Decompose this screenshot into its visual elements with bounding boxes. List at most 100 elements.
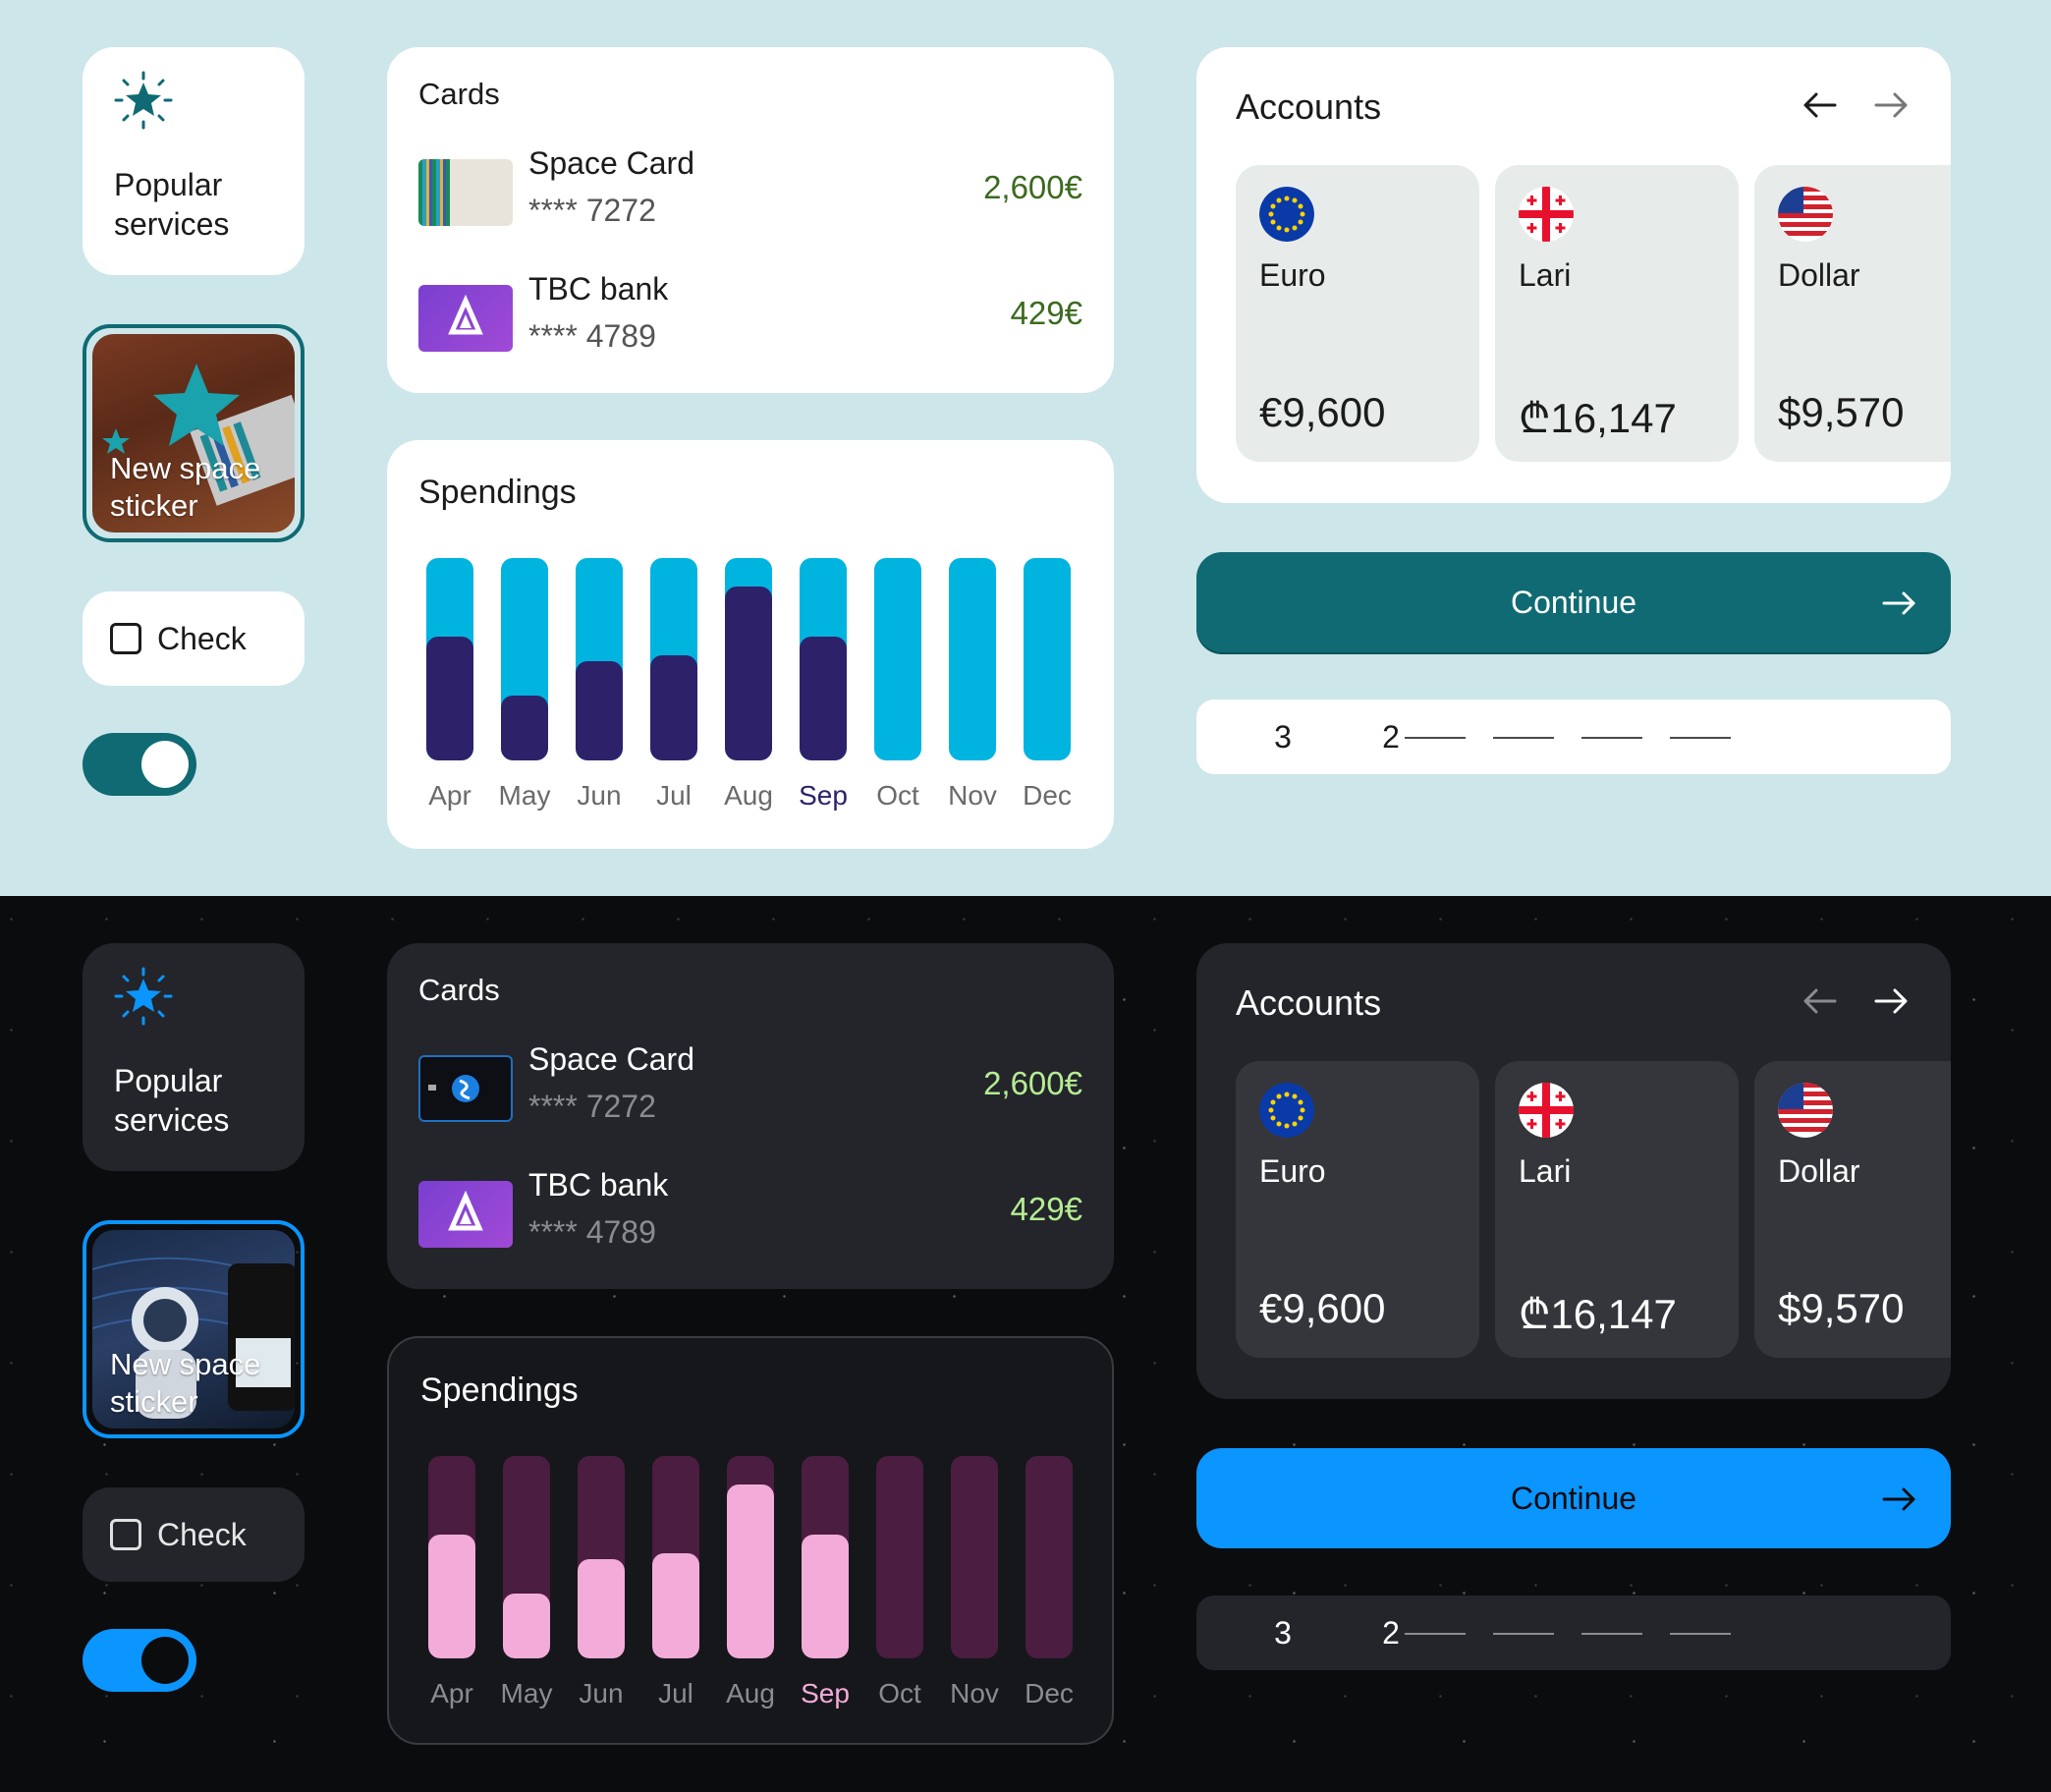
bar-sep[interactable] bbox=[802, 1456, 849, 1658]
arrow-right-icon[interactable] bbox=[1870, 980, 1912, 1022]
bar-dec[interactable] bbox=[1024, 558, 1071, 760]
toggle-switch[interactable] bbox=[83, 1629, 196, 1692]
arrow-left-icon[interactable] bbox=[1800, 84, 1841, 126]
checkbox[interactable] bbox=[110, 1519, 141, 1550]
pager-dash[interactable] bbox=[1670, 737, 1731, 739]
month-label[interactable]: Aug bbox=[724, 780, 773, 811]
star-burst-icon bbox=[114, 71, 173, 130]
bar-fill-aug bbox=[725, 587, 772, 760]
popular-services-label: Popular services bbox=[114, 167, 230, 242]
account-currency: Dollar bbox=[1778, 1153, 1860, 1189]
card-amount: 2,600€ bbox=[983, 169, 1082, 205]
card-row[interactable]: Space Card **** 7272 2,600€ bbox=[418, 1041, 1082, 1140]
account-tile-lari[interactable]: Lari ₾16,147 bbox=[1495, 165, 1739, 462]
bar-jul[interactable] bbox=[650, 558, 697, 760]
bar-fill-sep bbox=[800, 637, 847, 760]
month-label[interactable]: Jul bbox=[656, 780, 692, 811]
card-number: **** 7272 bbox=[528, 1089, 656, 1124]
account-balance: $9,570 bbox=[1778, 1285, 1905, 1331]
bar-dec[interactable] bbox=[1026, 1456, 1073, 1658]
pager-number[interactable]: 3 bbox=[1274, 719, 1292, 755]
toggle-switch[interactable] bbox=[83, 733, 196, 796]
us-flag-icon bbox=[1778, 187, 1833, 242]
arrow-left-icon[interactable] bbox=[1800, 980, 1841, 1022]
tbc-card-thumbnail bbox=[418, 285, 513, 352]
accounts-nav bbox=[1800, 980, 1912, 1022]
month-label[interactable]: Sep bbox=[799, 780, 848, 811]
check-tile[interactable]: Check bbox=[83, 591, 305, 686]
pager-dash[interactable] bbox=[1405, 737, 1466, 739]
pager-dash[interactable] bbox=[1581, 1633, 1642, 1635]
bar-sep[interactable] bbox=[800, 558, 847, 760]
popular-services-tile[interactable]: Popular services bbox=[83, 943, 305, 1171]
pager-dash[interactable] bbox=[1581, 737, 1642, 739]
pager-number[interactable]: 3 bbox=[1274, 1615, 1292, 1651]
account-tile-dollar[interactable]: Dollar $9,570 bbox=[1754, 1061, 1951, 1358]
continue-button[interactable]: Continue bbox=[1196, 1448, 1951, 1548]
bar-apr[interactable] bbox=[428, 1456, 475, 1658]
bar-fill-jul bbox=[650, 655, 697, 760]
bar-jul[interactable] bbox=[652, 1456, 699, 1658]
month-label[interactable]: Apr bbox=[428, 780, 471, 811]
month-label[interactable]: Nov bbox=[948, 780, 997, 811]
month-labels: Apr May Jun Jul Aug Sep Oct Nov Dec bbox=[426, 780, 1081, 815]
month-label[interactable]: Jun bbox=[579, 1678, 624, 1708]
month-labels: Apr May Jun Jul Aug Sep Oct Nov Dec bbox=[428, 1678, 1082, 1713]
bar-jun[interactable] bbox=[576, 558, 623, 760]
month-label[interactable]: Oct bbox=[878, 1678, 921, 1708]
sticker-tile[interactable]: New space sticker bbox=[83, 1220, 305, 1438]
cards-panel: Cards Space Card **** 7272 2,600€ TBC ba… bbox=[387, 943, 1114, 1289]
account-tile-lari[interactable]: Lari ₾16,147 bbox=[1495, 1061, 1739, 1358]
month-label[interactable]: Nov bbox=[950, 1678, 999, 1708]
pager-dash[interactable] bbox=[1493, 737, 1554, 739]
bar-jun[interactable] bbox=[578, 1456, 625, 1658]
pager-number[interactable]: 2 bbox=[1382, 1615, 1400, 1651]
month-label[interactable]: Jul bbox=[658, 1678, 693, 1708]
month-label[interactable]: May bbox=[500, 1678, 553, 1708]
month-label[interactable]: Dec bbox=[1023, 780, 1072, 811]
eu-flag-icon bbox=[1259, 1083, 1314, 1138]
account-balance: ₾16,147 bbox=[1519, 1291, 1677, 1337]
bar-nov[interactable] bbox=[951, 1456, 998, 1658]
month-label[interactable]: Jun bbox=[577, 780, 622, 811]
month-label[interactable]: Dec bbox=[1025, 1678, 1074, 1708]
accounts-title: Accounts bbox=[1236, 982, 1382, 1023]
continue-button[interactable]: Continue bbox=[1196, 552, 1951, 652]
bar-apr[interactable] bbox=[426, 558, 473, 760]
space-card-logo-icon bbox=[428, 1075, 479, 1102]
bar-oct[interactable] bbox=[876, 1456, 923, 1658]
card-row[interactable]: Space Card **** 7272 2,600€ bbox=[418, 145, 1082, 244]
month-label[interactable]: Oct bbox=[876, 780, 919, 811]
popular-services-tile[interactable]: Popular services bbox=[83, 47, 305, 275]
bar-aug[interactable] bbox=[727, 1456, 774, 1658]
month-label[interactable]: May bbox=[498, 780, 551, 811]
card-row[interactable]: TBC bank **** 4789 429€ bbox=[418, 1167, 1082, 1265]
card-row[interactable]: TBC bank **** 4789 429€ bbox=[418, 271, 1082, 369]
month-label[interactable]: Aug bbox=[726, 1678, 775, 1708]
bar-aug[interactable] bbox=[725, 558, 772, 760]
bar-nov[interactable] bbox=[949, 558, 996, 760]
bar-may[interactable] bbox=[503, 1456, 550, 1658]
pager-dash[interactable] bbox=[1493, 1633, 1554, 1635]
bar-fill-apr bbox=[426, 637, 473, 760]
sticker-tile[interactable]: New space sticker bbox=[83, 324, 305, 542]
checkbox[interactable] bbox=[110, 623, 141, 654]
card-amount: 429€ bbox=[1010, 295, 1082, 331]
pager-number[interactable]: 2 bbox=[1382, 719, 1400, 755]
account-tile-euro[interactable]: Euro €9,600 bbox=[1236, 165, 1479, 462]
account-currency: Euro bbox=[1259, 1153, 1326, 1189]
bar-may[interactable] bbox=[501, 558, 548, 760]
bar-fill-apr bbox=[428, 1535, 475, 1658]
tbc-logo-icon bbox=[448, 1190, 483, 1231]
sticker-image bbox=[92, 334, 295, 532]
pager-dash[interactable] bbox=[1670, 1633, 1731, 1635]
bar-oct[interactable] bbox=[874, 558, 921, 760]
pager-dash[interactable] bbox=[1405, 1633, 1466, 1635]
check-tile[interactable]: Check bbox=[83, 1487, 305, 1582]
account-tile-dollar[interactable]: Dollar $9,570 bbox=[1754, 165, 1951, 462]
month-label[interactable]: Apr bbox=[430, 1678, 473, 1708]
tbc-card-thumbnail bbox=[418, 1181, 513, 1248]
month-label[interactable]: Sep bbox=[801, 1678, 850, 1708]
account-tile-euro[interactable]: Euro €9,600 bbox=[1236, 1061, 1479, 1358]
arrow-right-icon[interactable] bbox=[1870, 84, 1912, 126]
